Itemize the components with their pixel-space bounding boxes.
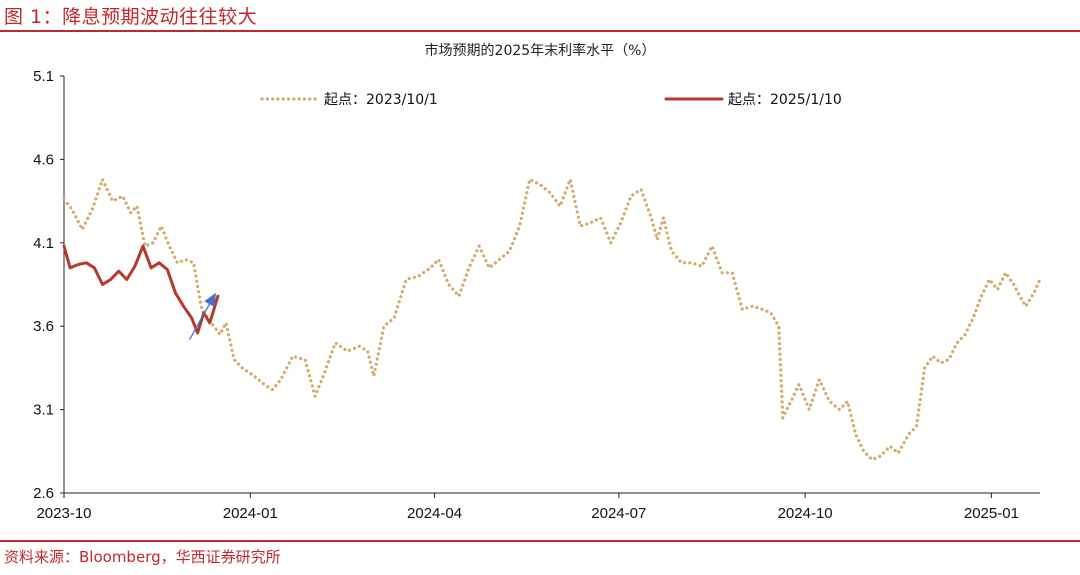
y-tick-label: 2.6 (33, 485, 54, 502)
y-tick-label: 4.6 (33, 151, 54, 168)
legend-label: 起点：2023/10/1 (324, 92, 438, 108)
chart-title: 市场预期的2025年末利率水平（%） (425, 42, 656, 59)
figure-title: 图 1：降息预期波动往往较大 (4, 6, 258, 28)
x-tick-label: 2025-01 (964, 505, 1019, 522)
trend-arrow-head (204, 292, 216, 308)
axes: 2.6 3.1 3.6 4.1 4.6 5.1 2023-10 2024-01 2024-04 2… (33, 68, 1040, 522)
trend-arrow (188, 303, 211, 340)
y-tick-label: 4.1 (33, 235, 54, 252)
y-tick-label: 5.1 (33, 68, 54, 85)
top-divider (0, 30, 1080, 32)
line-chart: 市场预期的2025年末利率水平（%） 2.6 3.1 3.6 4.1 4.6 5.1 202… (33, 42, 1042, 522)
source-note: 资料来源：Bloomberg，华西证券研究所 (4, 548, 281, 566)
y-tick-label: 3.1 (33, 402, 54, 419)
series-line-2023-start (62, 177, 1042, 462)
series-line-2025-start (62, 244, 220, 335)
y-tick-label: 3.6 (33, 318, 54, 335)
legend-label: 起点：2025/1/10 (728, 92, 842, 108)
x-tick-label: 2023-10 (36, 505, 91, 522)
legend: 起点：2023/10/1 起点：2025/1/10 (260, 92, 842, 108)
x-tick-label: 2024-04 (407, 505, 462, 522)
x-tick-label: 2024-10 (778, 505, 833, 522)
x-tick-label: 2024-01 (223, 505, 278, 522)
x-tick-label: 2024-07 (591, 505, 646, 522)
series-layer (62, 177, 1042, 462)
bottom-divider (0, 540, 1080, 542)
